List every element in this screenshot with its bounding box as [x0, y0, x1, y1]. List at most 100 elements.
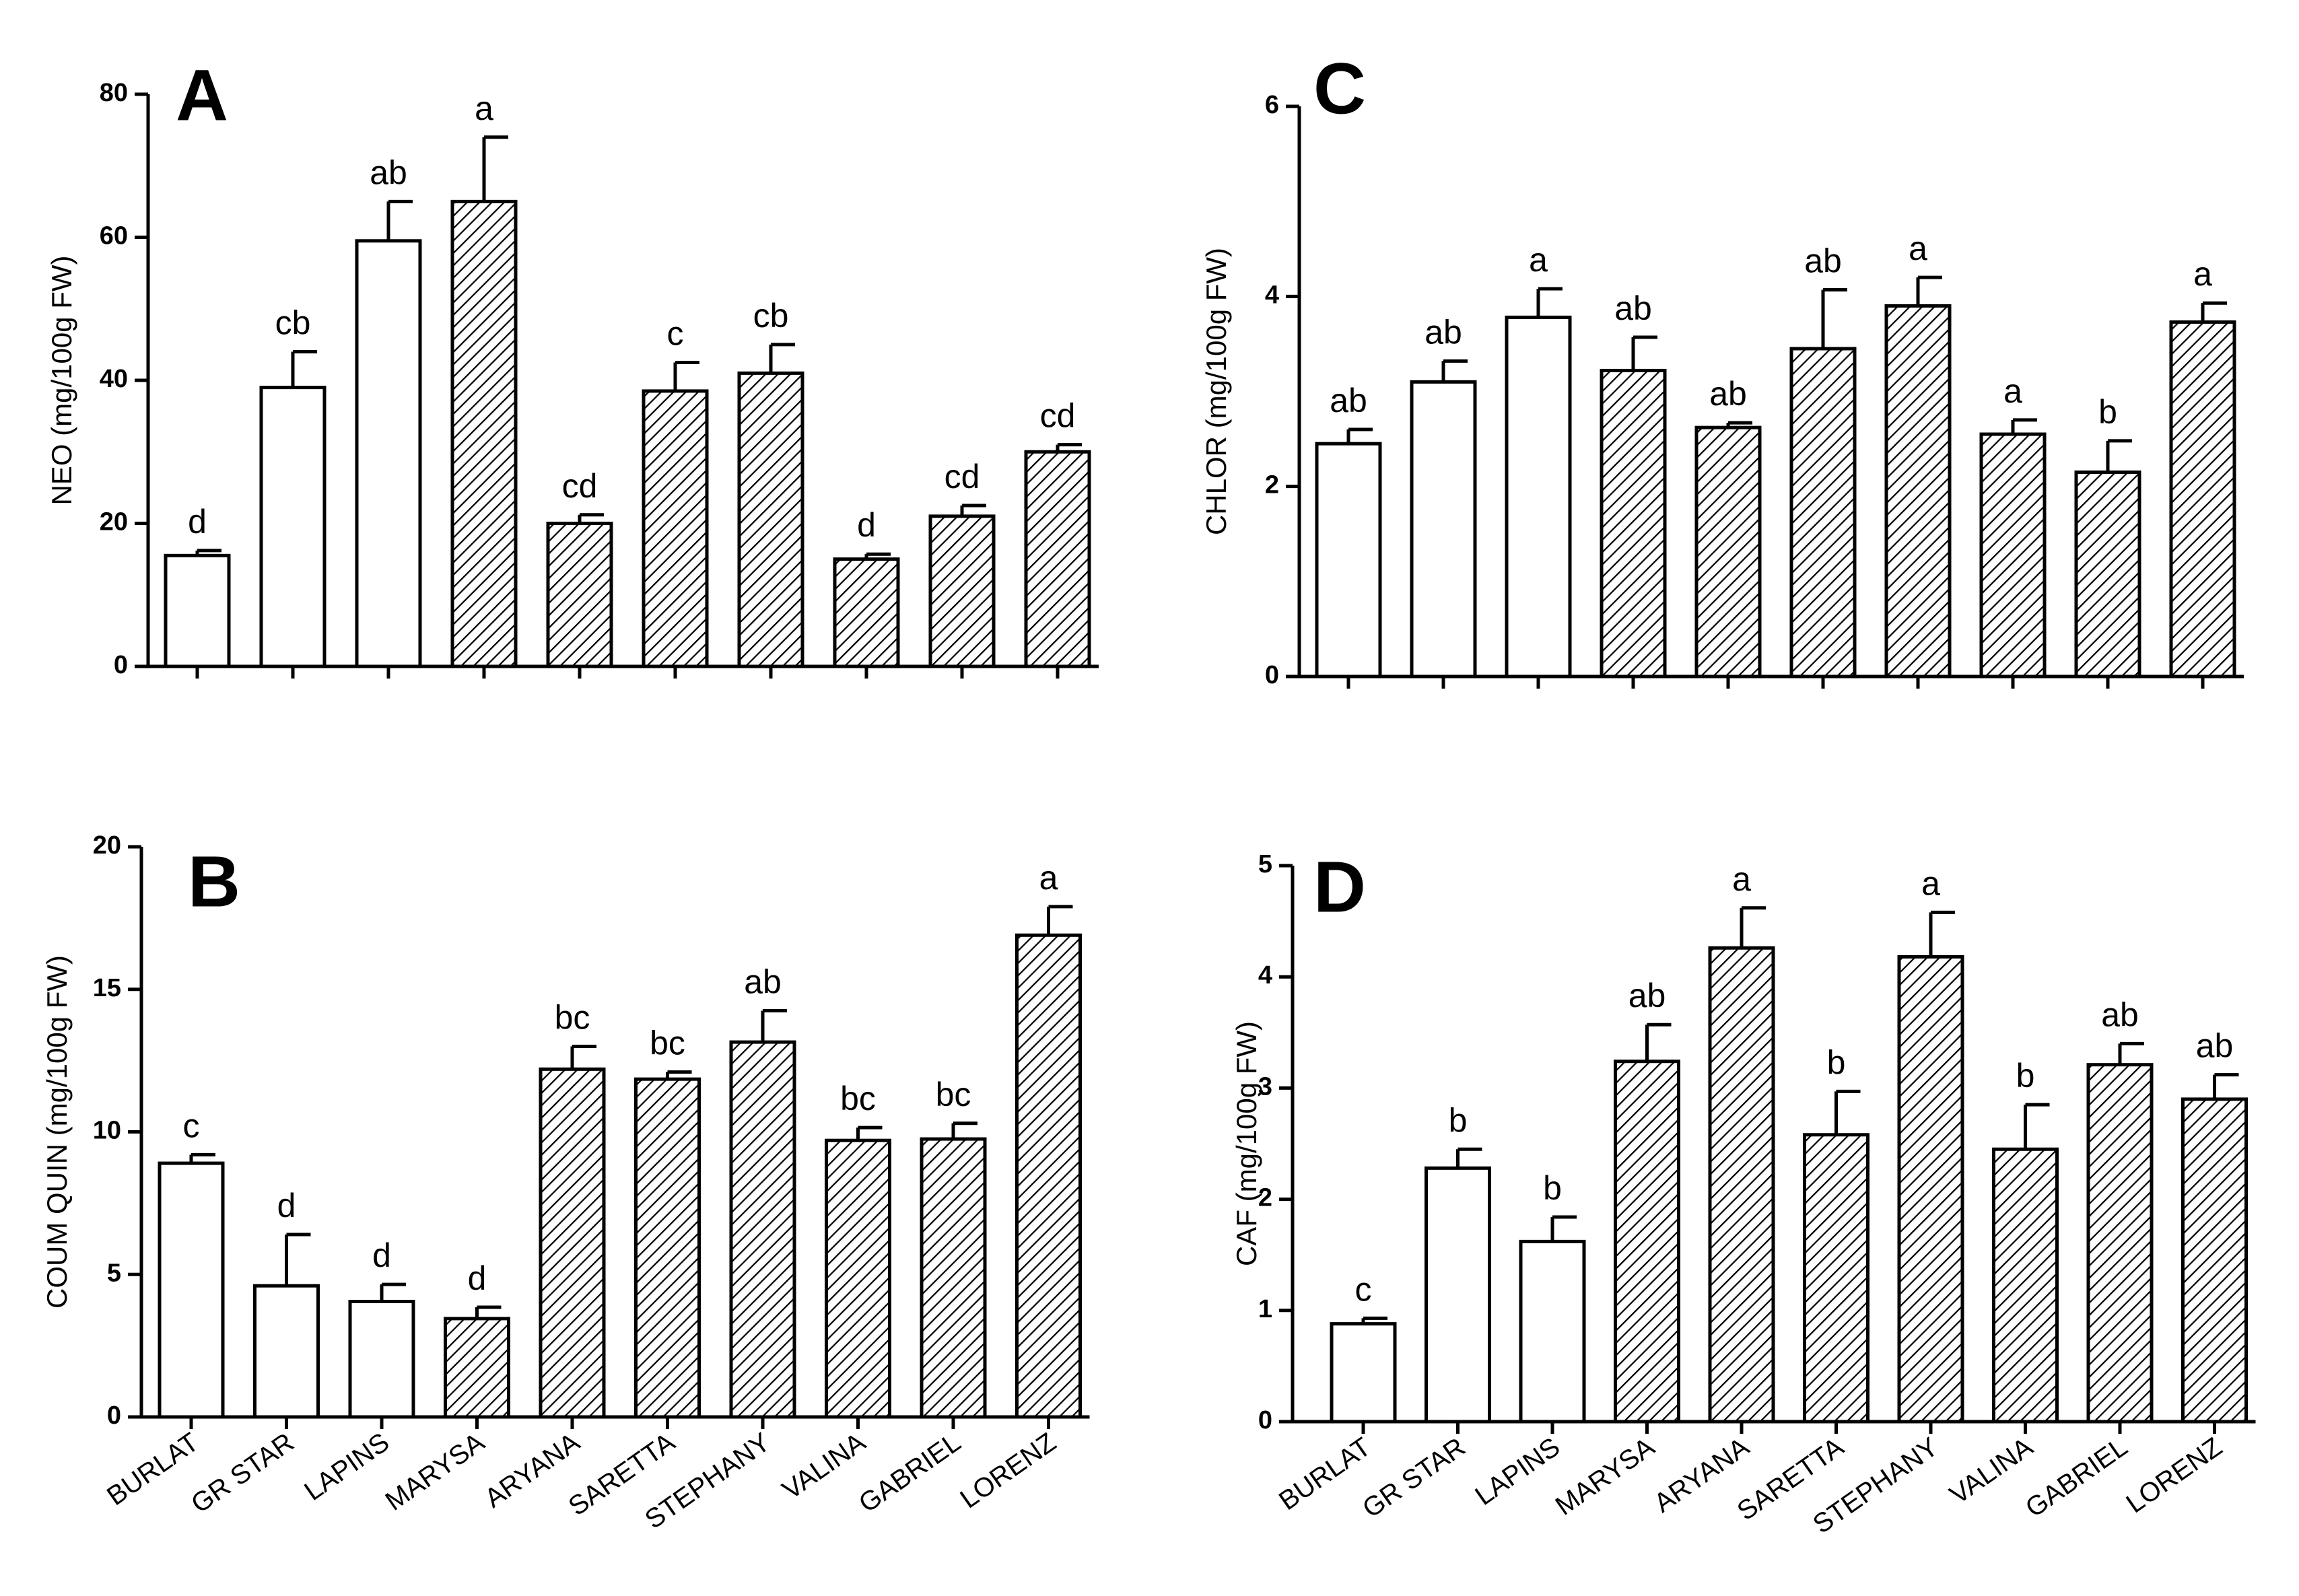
panel-letter: B [188, 841, 240, 922]
x-tick-label: GR STAR [186, 1427, 299, 1519]
bar-gr-star [1425, 1166, 1491, 1424]
significance-label: bc [555, 998, 590, 1036]
significance-label: ab [744, 963, 782, 1001]
bar-lorenz [1015, 933, 1082, 1419]
x-tick-label: GABRIEL [2020, 1432, 2133, 1523]
significance-label: c [183, 1107, 200, 1144]
significance-label: cd [1040, 397, 1076, 435]
significance-label: b [1827, 1043, 1846, 1081]
x-tick-label: MARYSA [380, 1427, 490, 1517]
significance-label: d [857, 506, 876, 544]
significance-label: ab [1425, 313, 1462, 351]
bar-saretta [1789, 347, 1857, 679]
y-tick-label: 80 [100, 79, 128, 107]
significance-label: c [1355, 1270, 1372, 1308]
y-tick-label: 20 [100, 508, 128, 536]
x-tick-label: LORENZ [955, 1427, 1062, 1514]
bar-marysa [450, 199, 518, 668]
bar-valina [1979, 432, 2047, 679]
significance-label: a [1732, 860, 1751, 898]
bar-aryana [546, 522, 613, 668]
x-tick-label: GR STAR [1357, 1432, 1470, 1523]
significance-label: cb [753, 297, 789, 335]
y-tick-label: 20 [93, 831, 121, 860]
significance-label: ab [1628, 977, 1666, 1014]
y-axis-label: COUM QUIN (mg/100g FW) [41, 955, 73, 1309]
y-axis-label: NEO (mg/100g FW) [46, 255, 77, 505]
bar-gabriel [2086, 1063, 2154, 1424]
bar-stephany [729, 1040, 796, 1419]
x-tick-label: LAPINS [1470, 1432, 1565, 1511]
bar-burlat [1315, 442, 1382, 679]
chart-panel-a: A 0 20 40 60 80 NEO (mg/100g FW) d cb ab a cd c cb d cd… [46, 55, 1099, 679]
bar-gr-star [259, 386, 327, 668]
x-tick-label: MARYSA [1550, 1432, 1660, 1521]
significance-label: d [468, 1259, 487, 1297]
significance-label: b [2098, 393, 2117, 431]
bar-lapins [355, 239, 422, 668]
significance-label: bc [840, 1080, 876, 1117]
significance-label: a [2193, 255, 2212, 293]
y-tick-label: 1 [1258, 1295, 1272, 1323]
significance-label: ab [1330, 382, 1367, 419]
panel-letter: C [1313, 48, 1366, 129]
significance-label: cb [275, 304, 311, 342]
y-tick-label: 15 [93, 974, 121, 1002]
significance-label: ab [370, 153, 407, 191]
bar-stephany [1884, 304, 1952, 679]
significance-label: a [1921, 864, 1940, 902]
bar-gabriel [928, 514, 996, 668]
significance-label: d [372, 1237, 391, 1274]
significance-label: ab [2196, 1027, 2234, 1065]
bar-aryana [1694, 425, 1762, 679]
y-tick-label: 40 [100, 365, 128, 393]
y-tick-label: 0 [1265, 661, 1279, 689]
bar-marysa [444, 1317, 510, 1419]
y-tick-label: 5 [107, 1259, 121, 1287]
significance-label: a [1909, 230, 1927, 267]
bar-lorenz [2181, 1097, 2248, 1424]
significance-label: a [2003, 372, 2022, 410]
significance-label: b [2016, 1057, 2035, 1095]
significance-label: ab [1614, 289, 1652, 327]
bar-valina [825, 1138, 891, 1419]
y-tick-label: 4 [1258, 961, 1272, 990]
bar-aryana [539, 1067, 606, 1419]
bar-saretta [634, 1077, 701, 1419]
x-tick-label: GABRIEL [854, 1427, 966, 1519]
bar-saretta [1803, 1133, 1869, 1424]
significance-label: a [475, 90, 493, 127]
bar-saretta [642, 389, 709, 668]
bar-burlat [164, 553, 231, 668]
x-tick-label: LORENZ [2121, 1432, 2228, 1519]
significance-label: b [1543, 1169, 1562, 1207]
significance-label: ab [1804, 242, 1842, 279]
significance-label: b [1449, 1101, 1468, 1139]
panel-letter: D [1313, 846, 1366, 928]
significance-label: c [667, 314, 684, 352]
bar-marysa [1614, 1060, 1680, 1424]
panel-letter: A [176, 55, 228, 136]
x-tick-label: LAPINS [299, 1427, 394, 1506]
significance-label: ab [1709, 375, 1747, 413]
significance-label: a [1039, 859, 1058, 897]
significance-label: a [1529, 241, 1548, 279]
bar-valina [1992, 1147, 2059, 1424]
bar-burlat [158, 1161, 225, 1419]
y-tick-label: 2 [1265, 471, 1279, 499]
bar-lorenz [2169, 320, 2236, 679]
bar-lapins [348, 1299, 415, 1419]
bar-lapins [1519, 1239, 1586, 1424]
bar-lapins [1505, 315, 1572, 679]
bar-gr-star [1410, 380, 1477, 679]
y-tick-label: 2 [1258, 1184, 1272, 1212]
bar-lorenz [1024, 450, 1091, 668]
y-axis-label: CAF (mg/100g FW) [1231, 1021, 1262, 1266]
bar-marysa [1600, 368, 1667, 679]
bar-gabriel [2074, 470, 2141, 679]
significance-label: cd [945, 458, 980, 495]
